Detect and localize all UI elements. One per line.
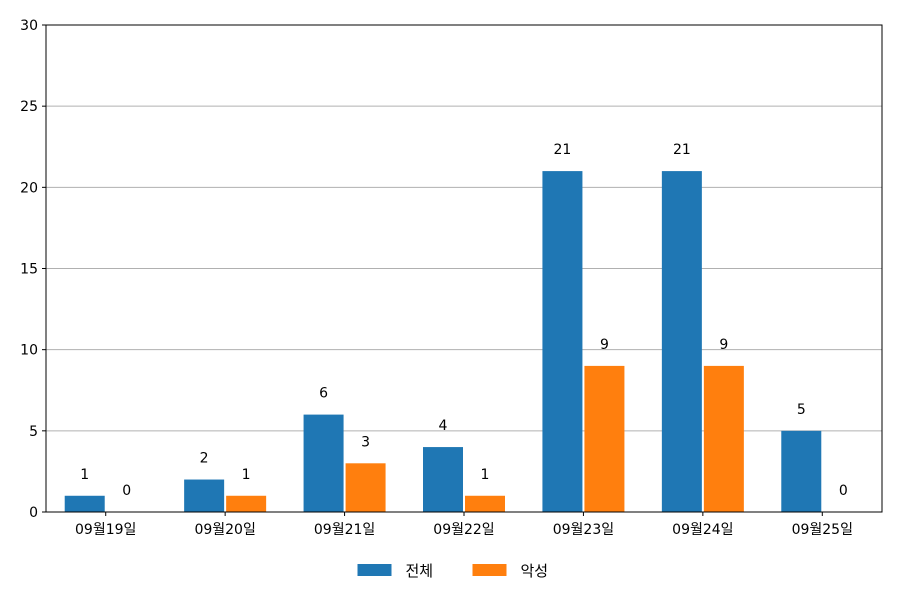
data-label: 0 <box>839 483 848 499</box>
x-tick-label: 09월23일 <box>553 522 614 538</box>
bar-malicious <box>226 495 267 512</box>
x-tick-label: 09월24일 <box>672 522 733 538</box>
x-tick-label: 09월19일 <box>75 522 136 538</box>
data-label: 1 <box>242 467 251 483</box>
bar-malicious <box>465 495 505 512</box>
bar-malicious <box>703 365 744 512</box>
y-tick-label: 15 <box>20 262 38 278</box>
grid-lines <box>46 105 882 432</box>
data-label: 9 <box>600 337 609 353</box>
data-label: 3 <box>361 434 370 450</box>
data-label: 5 <box>797 402 806 418</box>
x-tick-label: 09월25일 <box>792 522 853 538</box>
x-axis: 09월19일 09월20일 09월21일 09월22일 09월23일 09월24일 09월2… <box>75 512 853 538</box>
data-label: 21 <box>554 142 572 158</box>
bar-total <box>661 171 702 512</box>
bar-total <box>184 479 225 512</box>
bars-group <box>64 171 822 512</box>
data-label: 0 <box>122 483 131 499</box>
legend-label: 악성 <box>521 562 549 580</box>
y-tick-label: 0 <box>29 505 38 521</box>
y-axis: 0 5 10 15 20 25 30 <box>20 18 46 521</box>
legend: 전체 악성 <box>357 562 549 580</box>
data-label: 1 <box>80 467 89 483</box>
y-tick-label: 20 <box>20 180 38 196</box>
x-tick-label: 09월21일 <box>314 522 375 538</box>
data-label: 6 <box>319 386 328 402</box>
data-label: 4 <box>439 418 448 434</box>
y-tick-label: 30 <box>20 18 38 34</box>
x-tick-label: 09월20일 <box>194 522 255 538</box>
bar-total <box>303 414 344 512</box>
data-label: 1 <box>481 467 490 483</box>
bar-malicious <box>345 463 386 512</box>
y-tick-label: 10 <box>20 343 38 359</box>
legend-swatch <box>472 564 507 576</box>
bar-malicious <box>584 365 625 512</box>
legend-label: 전체 <box>406 562 434 580</box>
bar-total <box>781 430 822 512</box>
bar-total <box>64 495 105 512</box>
x-tick-label: 09월22일 <box>433 522 494 538</box>
data-label: 2 <box>200 451 209 467</box>
y-tick-label: 5 <box>29 424 38 440</box>
bar-total <box>542 171 583 512</box>
y-tick-label: 25 <box>20 99 38 115</box>
data-label: 21 <box>673 142 691 158</box>
legend-swatch <box>357 564 392 576</box>
bar-total <box>423 447 463 512</box>
data-label: 9 <box>719 337 728 353</box>
